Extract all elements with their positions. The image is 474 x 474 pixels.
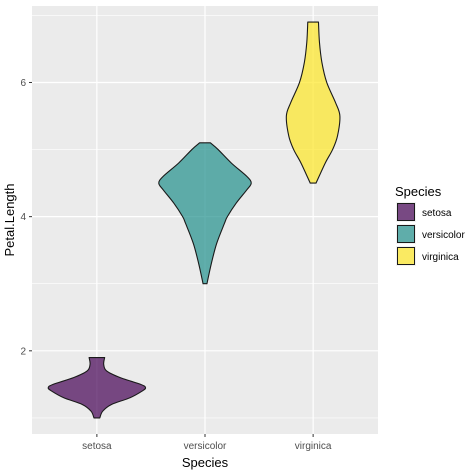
- x-tick-label: setosa: [82, 441, 112, 452]
- y-tick-label: 4: [20, 212, 26, 223]
- y-tick-label: 2: [20, 346, 26, 357]
- legend: Species setosa versicolor virginica: [395, 184, 465, 266]
- y-axis-title: Petal.Length: [2, 183, 17, 256]
- x-tick-label: versicolor: [184, 441, 227, 452]
- violin-versicolor: [158, 142, 252, 285]
- legend-swatch-versicolor: [397, 225, 415, 243]
- y-axis: 2 4 6: [20, 78, 32, 357]
- legend-label-setosa: setosa: [422, 208, 452, 219]
- violin-virginica: [285, 21, 341, 184]
- legend-label-virginica: virginica: [422, 252, 459, 263]
- legend-swatch-setosa: [397, 203, 415, 221]
- x-tick-label: virginica: [295, 441, 332, 452]
- legend-title: Species: [395, 184, 442, 199]
- x-axis-title: Species: [182, 455, 229, 470]
- violin-setosa: [47, 356, 147, 419]
- x-axis: setosa versicolor virginica: [82, 434, 332, 452]
- y-tick-label: 6: [20, 78, 26, 89]
- legend-swatch-virginica: [397, 247, 415, 265]
- legend-label-versicolor: versicolor: [422, 230, 465, 241]
- violins: [47, 21, 341, 419]
